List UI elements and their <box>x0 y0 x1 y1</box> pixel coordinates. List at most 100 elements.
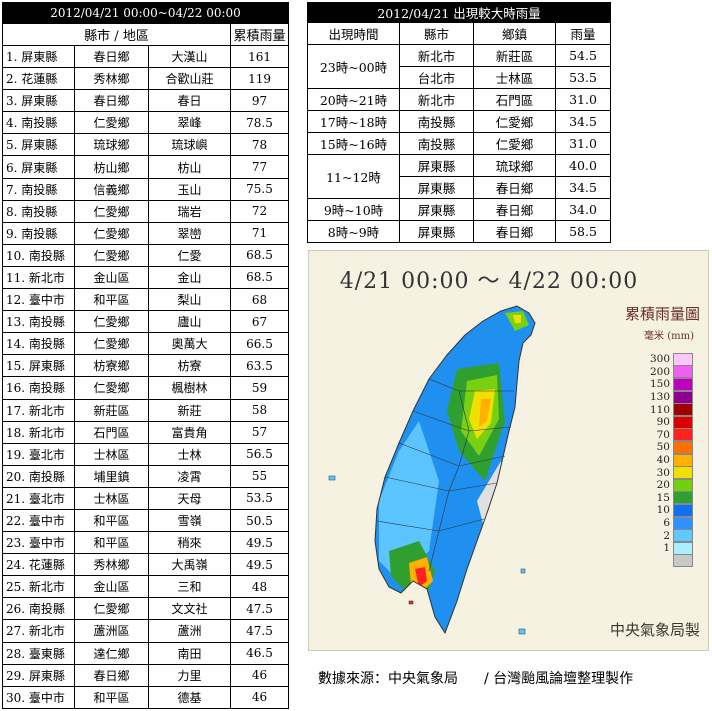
table-row: 29. 屏東縣 春日鄉 力里 46 <box>2 663 290 687</box>
county-cell: 27. 新北市 <box>2 619 75 643</box>
amount-column-header: 累積雨量 <box>229 23 290 46</box>
rainfall-value-cell: 77 <box>229 155 290 179</box>
legend-entry: 70 <box>640 428 704 442</box>
hour-value-cell: 40.0 <box>554 154 612 177</box>
county-cell: 15. 屏東縣 <box>2 354 75 378</box>
station-cell: 德基 <box>148 685 231 709</box>
station-cell: 奧萬大 <box>148 332 231 356</box>
station-cell: 天母 <box>148 486 231 510</box>
time-cell: 11~12時 <box>307 154 400 199</box>
county-cell: 28. 臺東縣 <box>2 641 75 665</box>
town-cell: 仁愛鄉 <box>74 243 149 267</box>
station-cell: 枋寮 <box>148 354 231 378</box>
legend-swatch <box>673 403 693 417</box>
legend-entry: 200 <box>640 365 704 379</box>
legend-label: 130 <box>649 391 670 404</box>
rainfall-value-cell: 57 <box>229 420 290 444</box>
legend-label: 110 <box>649 403 670 416</box>
legend-swatch <box>673 491 693 505</box>
town-cell: 士林區 <box>74 486 149 510</box>
hour-value-cell: 31.0 <box>554 132 612 155</box>
legend-swatch <box>673 478 693 492</box>
data-source-note: 數據來源：中央氣象局 / 台灣颱風論壇整理製作 <box>318 668 633 688</box>
hour-county-cell: 南投縣 <box>399 132 474 155</box>
legend-label: 30 <box>656 466 670 479</box>
station-cell: 大漢山 <box>148 44 231 69</box>
time-cell: 23時~00時 <box>307 44 400 89</box>
hour-town-cell: 春日鄉 <box>473 176 556 199</box>
county-cell: 13. 南投縣 <box>2 310 75 334</box>
table-row: 14. 南投縣 仁愛鄉 奧萬大 66.5 <box>2 332 290 356</box>
hour-value-cell: 34.5 <box>554 110 612 133</box>
table-row: 1. 屏東縣 春日鄉 大漢山 161 <box>2 44 290 69</box>
source-left: 數據來源：中央氣象局 <box>318 671 458 687</box>
hour-value-cell: 31.0 <box>554 88 612 111</box>
rainfall-value-cell: 47.5 <box>229 619 290 643</box>
town-cell: 枋山鄉 <box>74 155 149 179</box>
station-cell: 南田 <box>148 641 231 665</box>
station-cell: 春日 <box>148 89 231 113</box>
station-cell: 瑞岩 <box>148 199 231 223</box>
legend-swatch <box>673 453 693 467</box>
hour-value-cell: 54.5 <box>554 44 612 67</box>
county-cell: 11. 新北市 <box>2 265 75 290</box>
hour-value-cell: 34.5 <box>554 176 612 199</box>
county-cell: 25. 新北市 <box>2 575 75 599</box>
town-cell: 仁愛鄉 <box>74 199 149 223</box>
county-cell: 9. 南投縣 <box>2 221 75 245</box>
legend-entry: 1 <box>640 541 704 555</box>
rainfall-value-cell: 68.5 <box>229 265 290 290</box>
county-cell: 14. 南投縣 <box>2 332 75 356</box>
legend-label: 10 <box>656 504 670 517</box>
rainfall-value-cell: 97 <box>229 89 290 113</box>
county-cell: 20. 南投縣 <box>2 464 75 488</box>
town-cell: 枋寮鄉 <box>74 354 149 378</box>
time-column-header: 出現時間 <box>307 22 400 45</box>
town-cell: 和平區 <box>74 508 149 533</box>
county-cell: 18. 新北市 <box>2 420 75 444</box>
station-cell: 凌霄 <box>148 464 231 488</box>
station-cell: 楓樹林 <box>148 376 231 400</box>
legend-label: 300 <box>649 353 670 366</box>
rainfall-value-cell: 67 <box>229 310 290 334</box>
table-row: 23. 臺中市 和平區 稍來 49.5 <box>2 531 290 555</box>
legend-entry: 300 <box>640 352 704 366</box>
legend-unit: 毫米 (mm) <box>644 331 694 342</box>
rainfall-value-cell: 63.5 <box>229 354 290 378</box>
table-row: 18. 新北市 石門區 富貴角 57 <box>2 420 290 444</box>
rainfall-value-cell: 68 <box>229 288 290 312</box>
hour-county-cell: 屏東縣 <box>399 154 474 177</box>
town-cell: 達仁鄉 <box>74 641 149 665</box>
town-cell: 石門區 <box>74 420 149 444</box>
legend-swatch <box>673 415 693 429</box>
table-row: 4. 南投縣 仁愛鄉 翠峰 78.5 <box>2 111 290 135</box>
town-column-header: 鄉鎮 <box>473 22 556 45</box>
legend-entry <box>640 554 704 568</box>
town-cell: 仁愛鄉 <box>74 376 149 400</box>
county-cell: 22. 臺中市 <box>2 508 75 533</box>
legend-label: 2 <box>663 529 670 542</box>
town-cell: 士林區 <box>74 442 149 466</box>
county-cell: 24. 花蓮縣 <box>2 553 75 577</box>
county-cell: 3. 屏東縣 <box>2 89 75 113</box>
table-row: 2. 花蓮縣 秀林鄉 合歡山莊 119 <box>2 67 290 91</box>
town-cell: 仁愛鄉 <box>74 310 149 334</box>
station-cell: 梨山 <box>148 288 231 312</box>
town-cell: 春日鄉 <box>74 89 149 113</box>
legend-entry: 10 <box>640 503 704 517</box>
rainfall-value-cell: 48 <box>229 575 290 599</box>
table-row: 20時~21時 新北市 石門區 31.0 <box>307 88 612 111</box>
rainfall-value-cell: 56.5 <box>229 442 290 466</box>
hour-county-cell: 屏東縣 <box>399 220 474 243</box>
county-cell: 5. 屏東縣 <box>2 133 75 157</box>
table-row: 19. 臺北市 士林區 士林 56.5 <box>2 442 290 466</box>
table-row: 9時~10時 屏東縣 春日鄉 34.0 <box>307 198 612 221</box>
legend-entry: 130 <box>640 390 704 404</box>
station-cell: 三和 <box>148 575 231 599</box>
rainfall-value-cell: 75.5 <box>229 177 290 201</box>
legend-swatch <box>673 529 693 543</box>
area-column-header: 縣市 / 地區 <box>2 23 231 46</box>
rainfall-value-cell: 47.5 <box>229 597 290 621</box>
rainfall-legend: 300 200 150 130 110 90 70 50 40 30 20 15 10 6 2 1 <box>640 352 704 568</box>
hour-town-cell: 琉球鄉 <box>473 154 556 177</box>
